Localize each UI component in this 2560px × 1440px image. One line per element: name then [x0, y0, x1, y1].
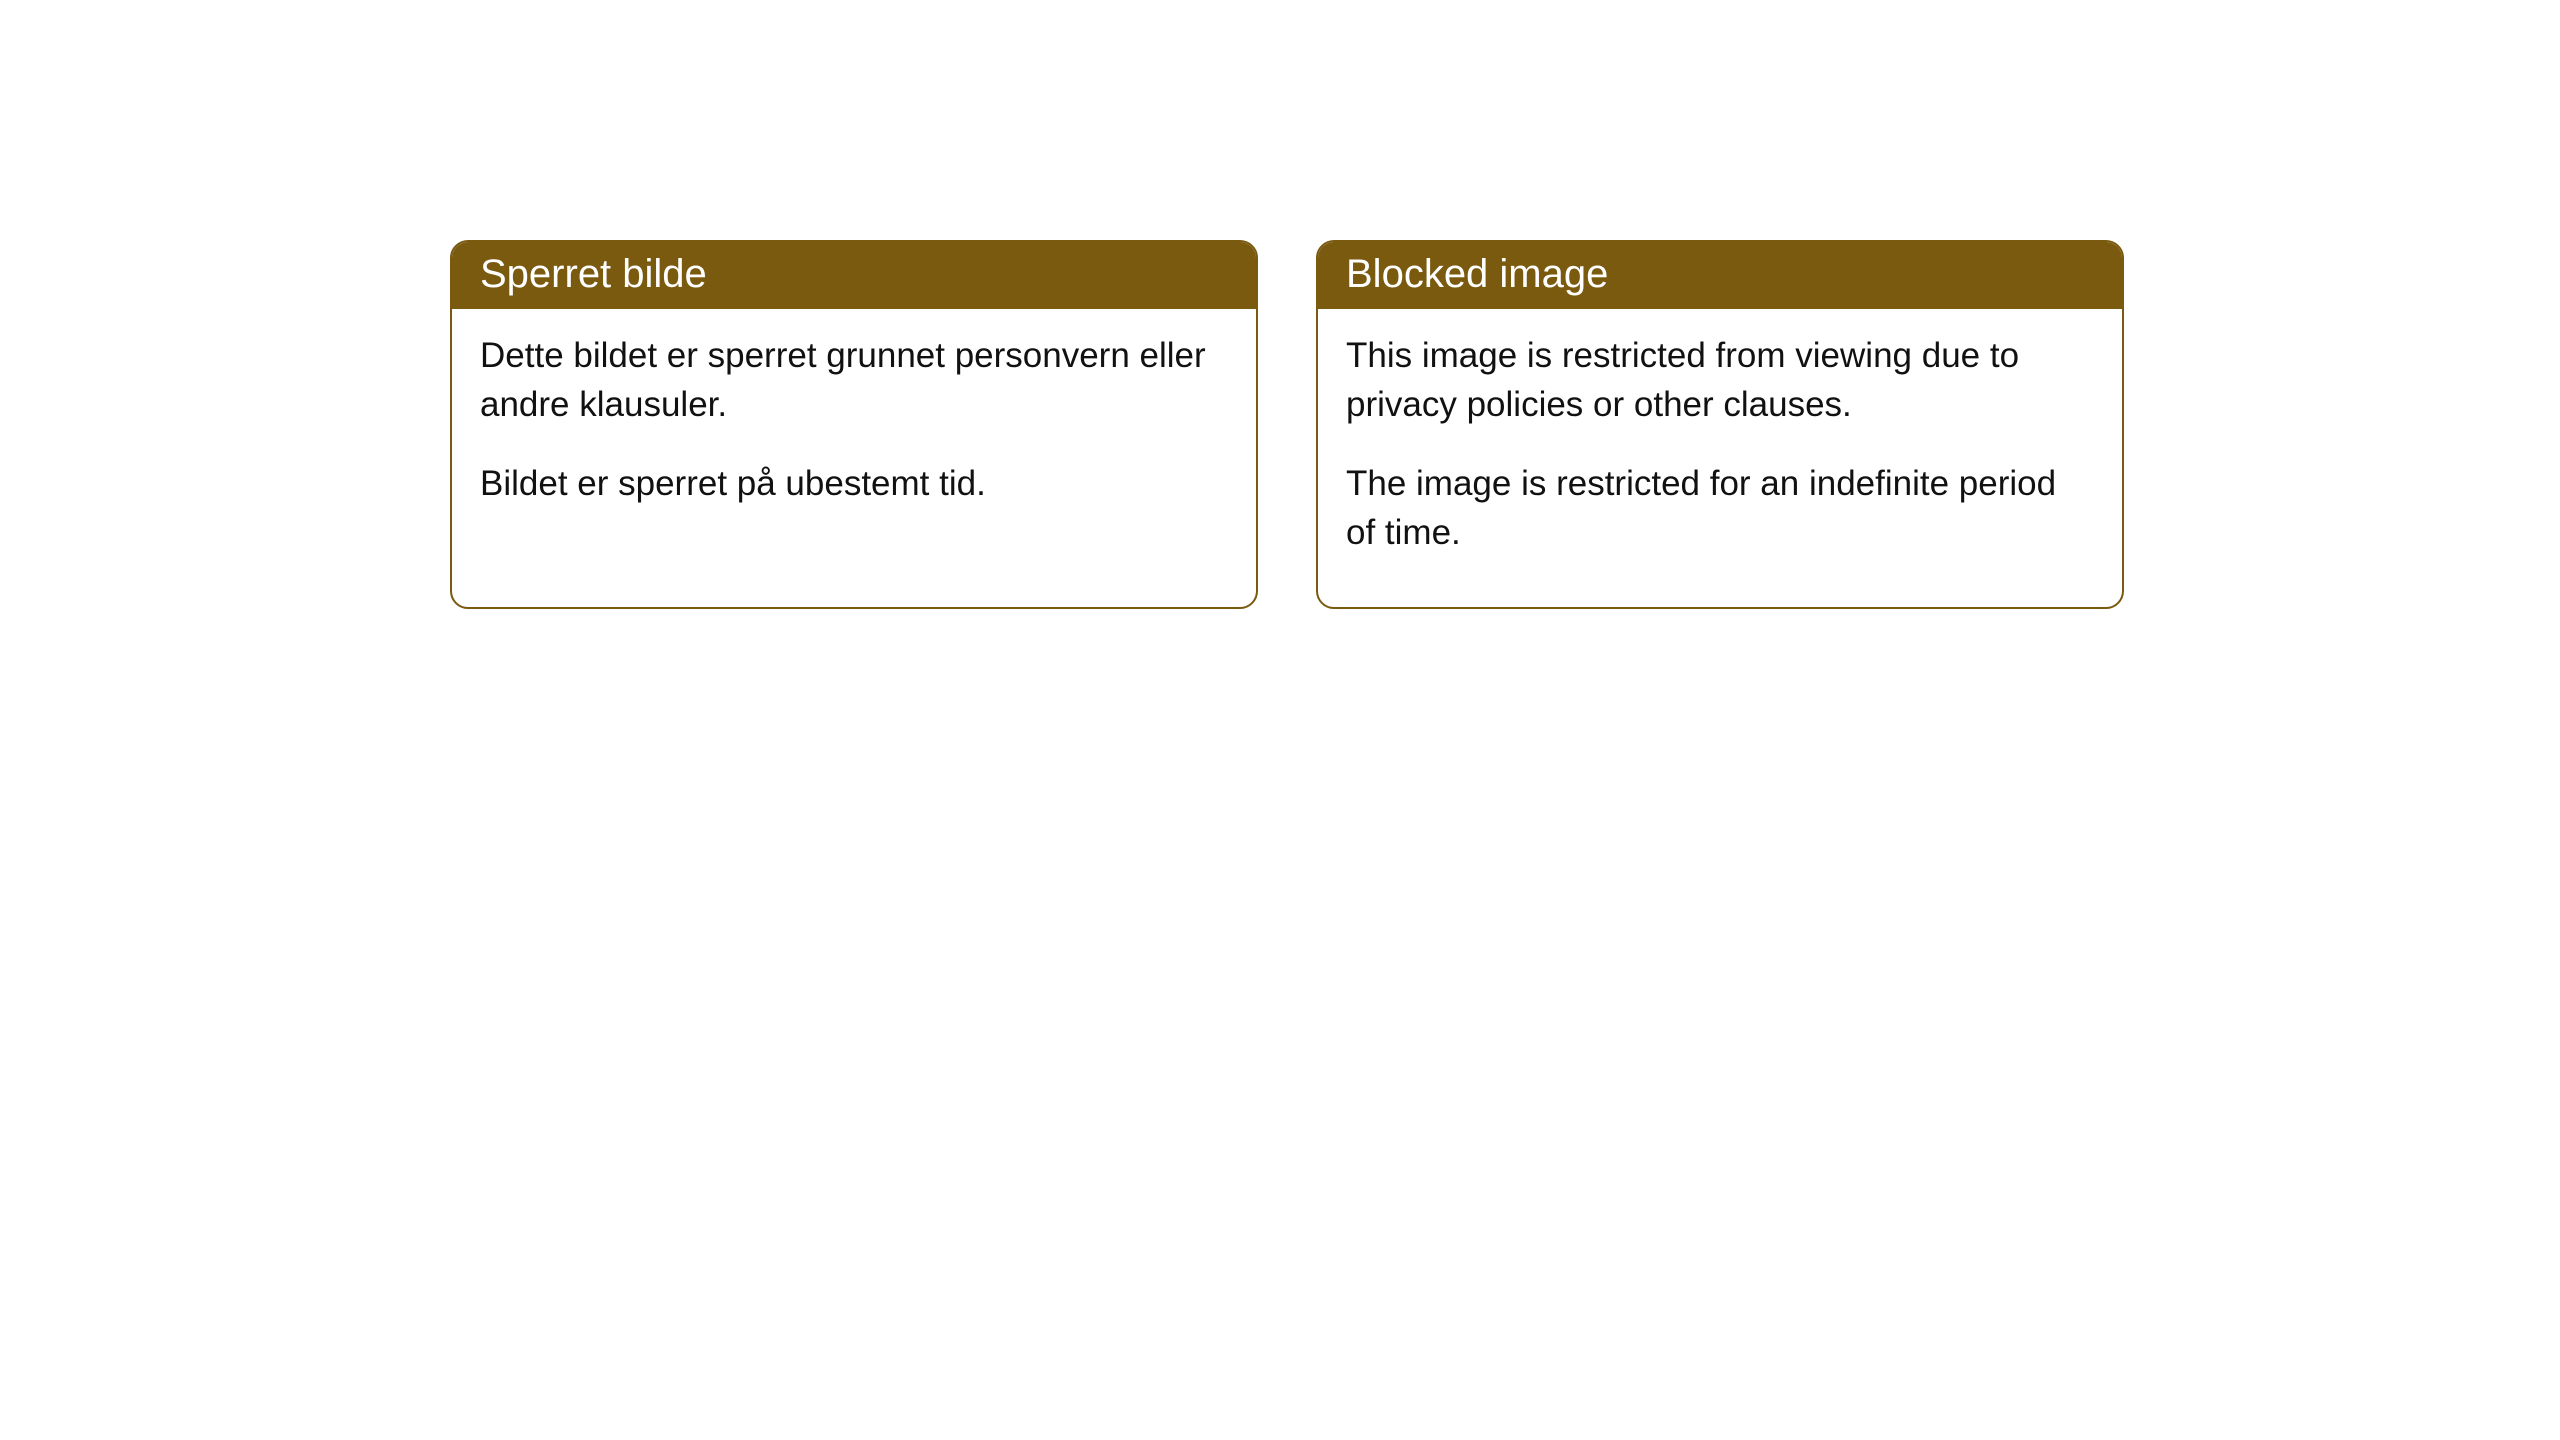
card-paragraph: Dette bildet er sperret grunnet personve… [480, 331, 1228, 429]
notice-card-english: Blocked image This image is restricted f… [1316, 240, 2124, 609]
notice-card-norwegian: Sperret bilde Dette bildet er sperret gr… [450, 240, 1258, 609]
card-paragraph: Bildet er sperret på ubestemt tid. [480, 459, 1228, 508]
card-body-english: This image is restricted from viewing du… [1318, 309, 2122, 607]
card-body-norwegian: Dette bildet er sperret grunnet personve… [452, 309, 1256, 558]
card-paragraph: This image is restricted from viewing du… [1346, 331, 2094, 429]
card-title-norwegian: Sperret bilde [452, 242, 1256, 309]
card-title-english: Blocked image [1318, 242, 2122, 309]
notice-cards-container: Sperret bilde Dette bildet er sperret gr… [450, 240, 2124, 609]
card-paragraph: The image is restricted for an indefinit… [1346, 459, 2094, 557]
